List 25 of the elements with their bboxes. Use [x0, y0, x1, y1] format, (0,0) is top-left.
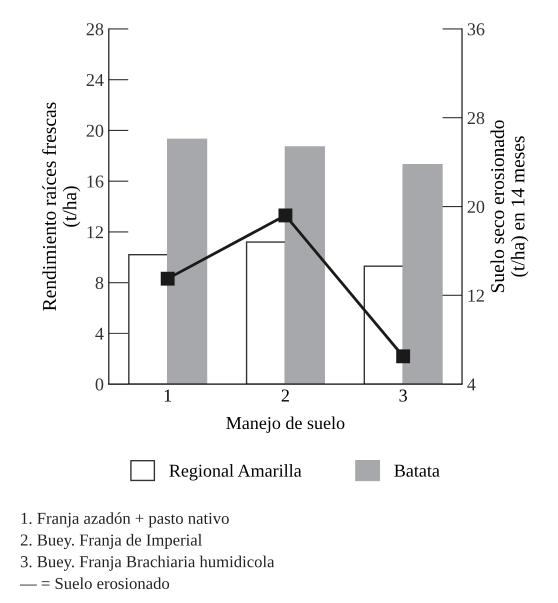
y2-tick-label: 36: [468, 23, 484, 36]
x-tick-label: 2: [282, 390, 289, 402]
y-tick-label: 4: [95, 328, 104, 340]
y-tick-label: 20: [86, 124, 104, 137]
x-tick-label: 1: [164, 390, 172, 402]
y2-tick-label: 4: [467, 378, 476, 390]
y2-tick-label: 20: [468, 200, 484, 213]
y-tick-label: 24: [86, 74, 104, 86]
text: 2. Buey. Franja de Imperial: [20, 534, 202, 550]
y-tick-label: 0: [96, 378, 104, 391]
y2-axis-title: Suelo seco erosionado (t/ha) en 14 meses: [490, 120, 528, 292]
y2-tick-label: 28: [468, 112, 484, 124]
x-axis-title: Manejo de suelo: [226, 416, 344, 433]
text: 1. Franja azadón + pasto nativo: [22, 512, 229, 528]
y2-tick-label: 12: [468, 290, 484, 302]
text: 3. Buey. Franja Brachiaria humidicola: [20, 556, 274, 571]
legend-label: Regional Amarilla: [169, 464, 302, 481]
y-axis-title: Rendimiento raíces frescas (t/ha): [42, 102, 80, 311]
y-tick-label: 12: [87, 226, 103, 238]
text: — = Suelo erosionado: [20, 577, 170, 590]
legend-label: Batata: [394, 464, 440, 477]
y-tick-label: 16: [87, 175, 104, 188]
x-tick-label: 3: [400, 390, 407, 402]
y-tick-label: 8: [96, 276, 104, 290]
y-tick-label: 28: [86, 23, 104, 36]
